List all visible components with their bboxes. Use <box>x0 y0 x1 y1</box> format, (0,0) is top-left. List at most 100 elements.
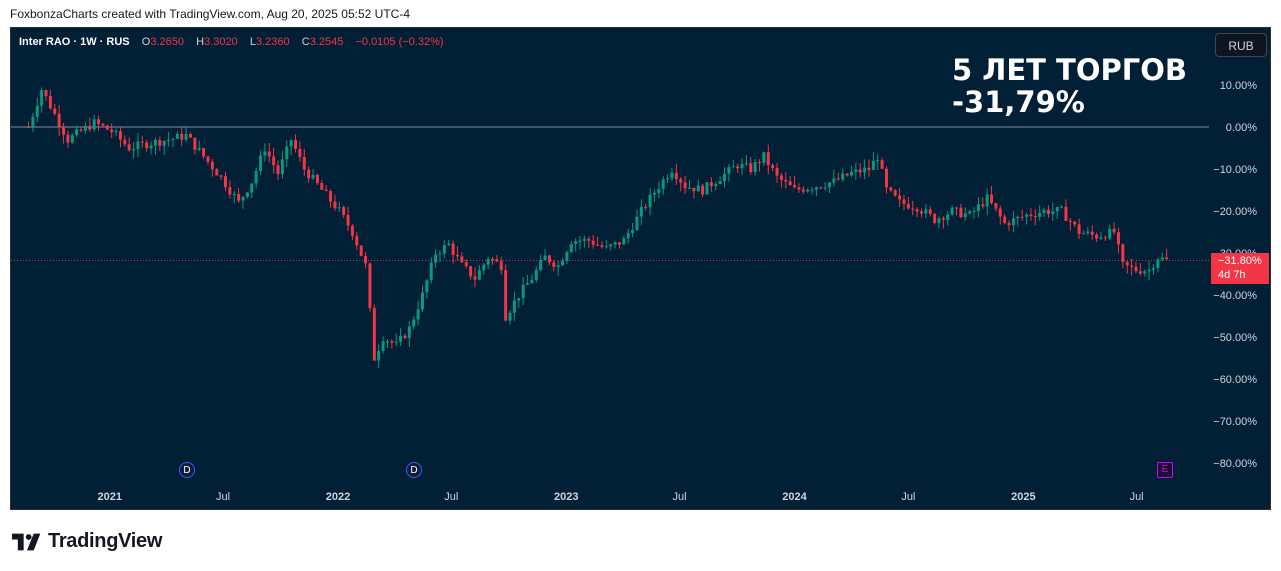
candle-body <box>539 260 543 270</box>
candle-body <box>985 194 989 207</box>
candle-body <box>97 119 101 124</box>
candle-body <box>329 191 333 202</box>
symbol-name[interactable]: Inter RAO · 1W · RUS <box>19 36 130 48</box>
candle-body <box>801 189 805 192</box>
candle-body <box>1099 237 1103 239</box>
earnings-marker[interactable]: E <box>1157 462 1173 478</box>
candle-body <box>259 155 263 171</box>
candle-body <box>679 179 683 183</box>
candle-body <box>1007 222 1011 226</box>
dividend-marker-2022[interactable]: D <box>406 462 422 478</box>
candle-body <box>626 233 630 239</box>
candle-body <box>315 174 319 184</box>
candle-body <box>118 131 122 140</box>
chart-attribution: FoxbonzaCharts created with TradingView.… <box>10 7 411 21</box>
candle-body <box>175 133 179 139</box>
candle-body <box>998 208 1002 217</box>
candle-body <box>307 169 311 179</box>
candle-body <box>35 105 39 117</box>
candle-body <box>385 341 389 343</box>
candle-body <box>1138 271 1142 274</box>
candle-body <box>526 283 530 285</box>
annotation-line-2: -31,79% <box>952 85 1085 119</box>
close-key: C <box>301 36 310 48</box>
candle-body <box>136 141 140 150</box>
candle-body <box>582 238 586 241</box>
candle-body <box>832 178 836 183</box>
candle-body <box>968 211 972 214</box>
candle-body <box>127 144 131 151</box>
candle-body <box>1130 265 1134 267</box>
candle-body <box>723 173 727 182</box>
x-tick-label: 2023 <box>554 491 578 503</box>
candle-body <box>701 185 705 195</box>
y-tick-label: −70.00% <box>1213 416 1257 428</box>
candle-body <box>797 187 801 190</box>
candle-body <box>976 204 980 211</box>
candle-body <box>53 108 57 114</box>
y-tick-label: −10.00% <box>1213 164 1257 176</box>
x-tick-label: 2024 <box>782 491 807 503</box>
candle-body <box>1038 212 1042 217</box>
candle-body <box>766 152 770 166</box>
candle-body <box>188 133 192 138</box>
candle-body <box>622 238 626 245</box>
currency-button[interactable]: RUB <box>1215 33 1267 57</box>
candle-body <box>390 341 394 343</box>
candle-body <box>438 253 442 255</box>
open-key: O <box>141 36 151 48</box>
chart-frame[interactable]: 10.00%0.00%−10.00%−20.00%−30.00%−40.00%−… <box>10 27 1271 510</box>
candle-body <box>447 243 451 246</box>
candle-body <box>1112 228 1116 233</box>
candle-body <box>377 350 381 361</box>
x-tick-label: 2021 <box>98 491 122 503</box>
candle-body <box>280 159 284 174</box>
candle-body <box>696 185 700 192</box>
candle-body <box>1033 216 1037 218</box>
candle-body <box>841 173 845 180</box>
candle-body <box>709 182 713 187</box>
candle-body <box>950 207 954 215</box>
candle-body <box>285 146 289 160</box>
candle-body <box>499 261 503 271</box>
candle-body <box>1068 220 1072 222</box>
candle-body <box>420 292 424 310</box>
low-key: L <box>249 36 256 48</box>
y-tick-label: −60.00% <box>1213 374 1257 386</box>
candle-body <box>933 213 937 223</box>
candle-body <box>302 156 306 170</box>
candle-body <box>749 163 753 172</box>
candle-body <box>876 160 880 162</box>
candle-body <box>512 300 516 313</box>
candle-body <box>793 185 797 188</box>
candle-body <box>1055 207 1059 212</box>
candle-body <box>342 207 346 215</box>
candle-body <box>731 166 735 168</box>
candle-body <box>1011 218 1015 226</box>
candle-body <box>683 182 687 189</box>
candle-body <box>403 335 407 339</box>
price-chart[interactable]: 10.00%0.00%−10.00%−20.00%−30.00%−40.00%−… <box>11 28 1270 509</box>
candle-body <box>919 211 923 214</box>
candle-body <box>561 260 565 266</box>
candle-body <box>1042 209 1046 213</box>
y-tick-label: 0.00% <box>1226 122 1257 134</box>
candle-body <box>75 129 79 136</box>
candle-body <box>145 142 149 149</box>
candle-body <box>1134 266 1138 272</box>
dividend-marker-2021[interactable]: D <box>179 462 195 478</box>
candle-body <box>534 269 538 280</box>
candle-body <box>666 178 670 180</box>
candle-body <box>849 171 853 176</box>
candle-body <box>167 140 171 142</box>
candle-body <box>394 341 398 343</box>
close-value: 3.2545 <box>309 36 344 48</box>
candle-body <box>635 216 639 231</box>
symbol-legend: Inter RAO · 1W · RUS O3.2650 H3.3020 L3.… <box>19 36 444 48</box>
candle-body <box>521 284 525 299</box>
x-tick-label: 2022 <box>326 491 350 503</box>
candle-body <box>758 162 762 164</box>
candle-body <box>814 187 818 190</box>
candle-body <box>727 166 731 174</box>
candle-body <box>565 252 569 261</box>
